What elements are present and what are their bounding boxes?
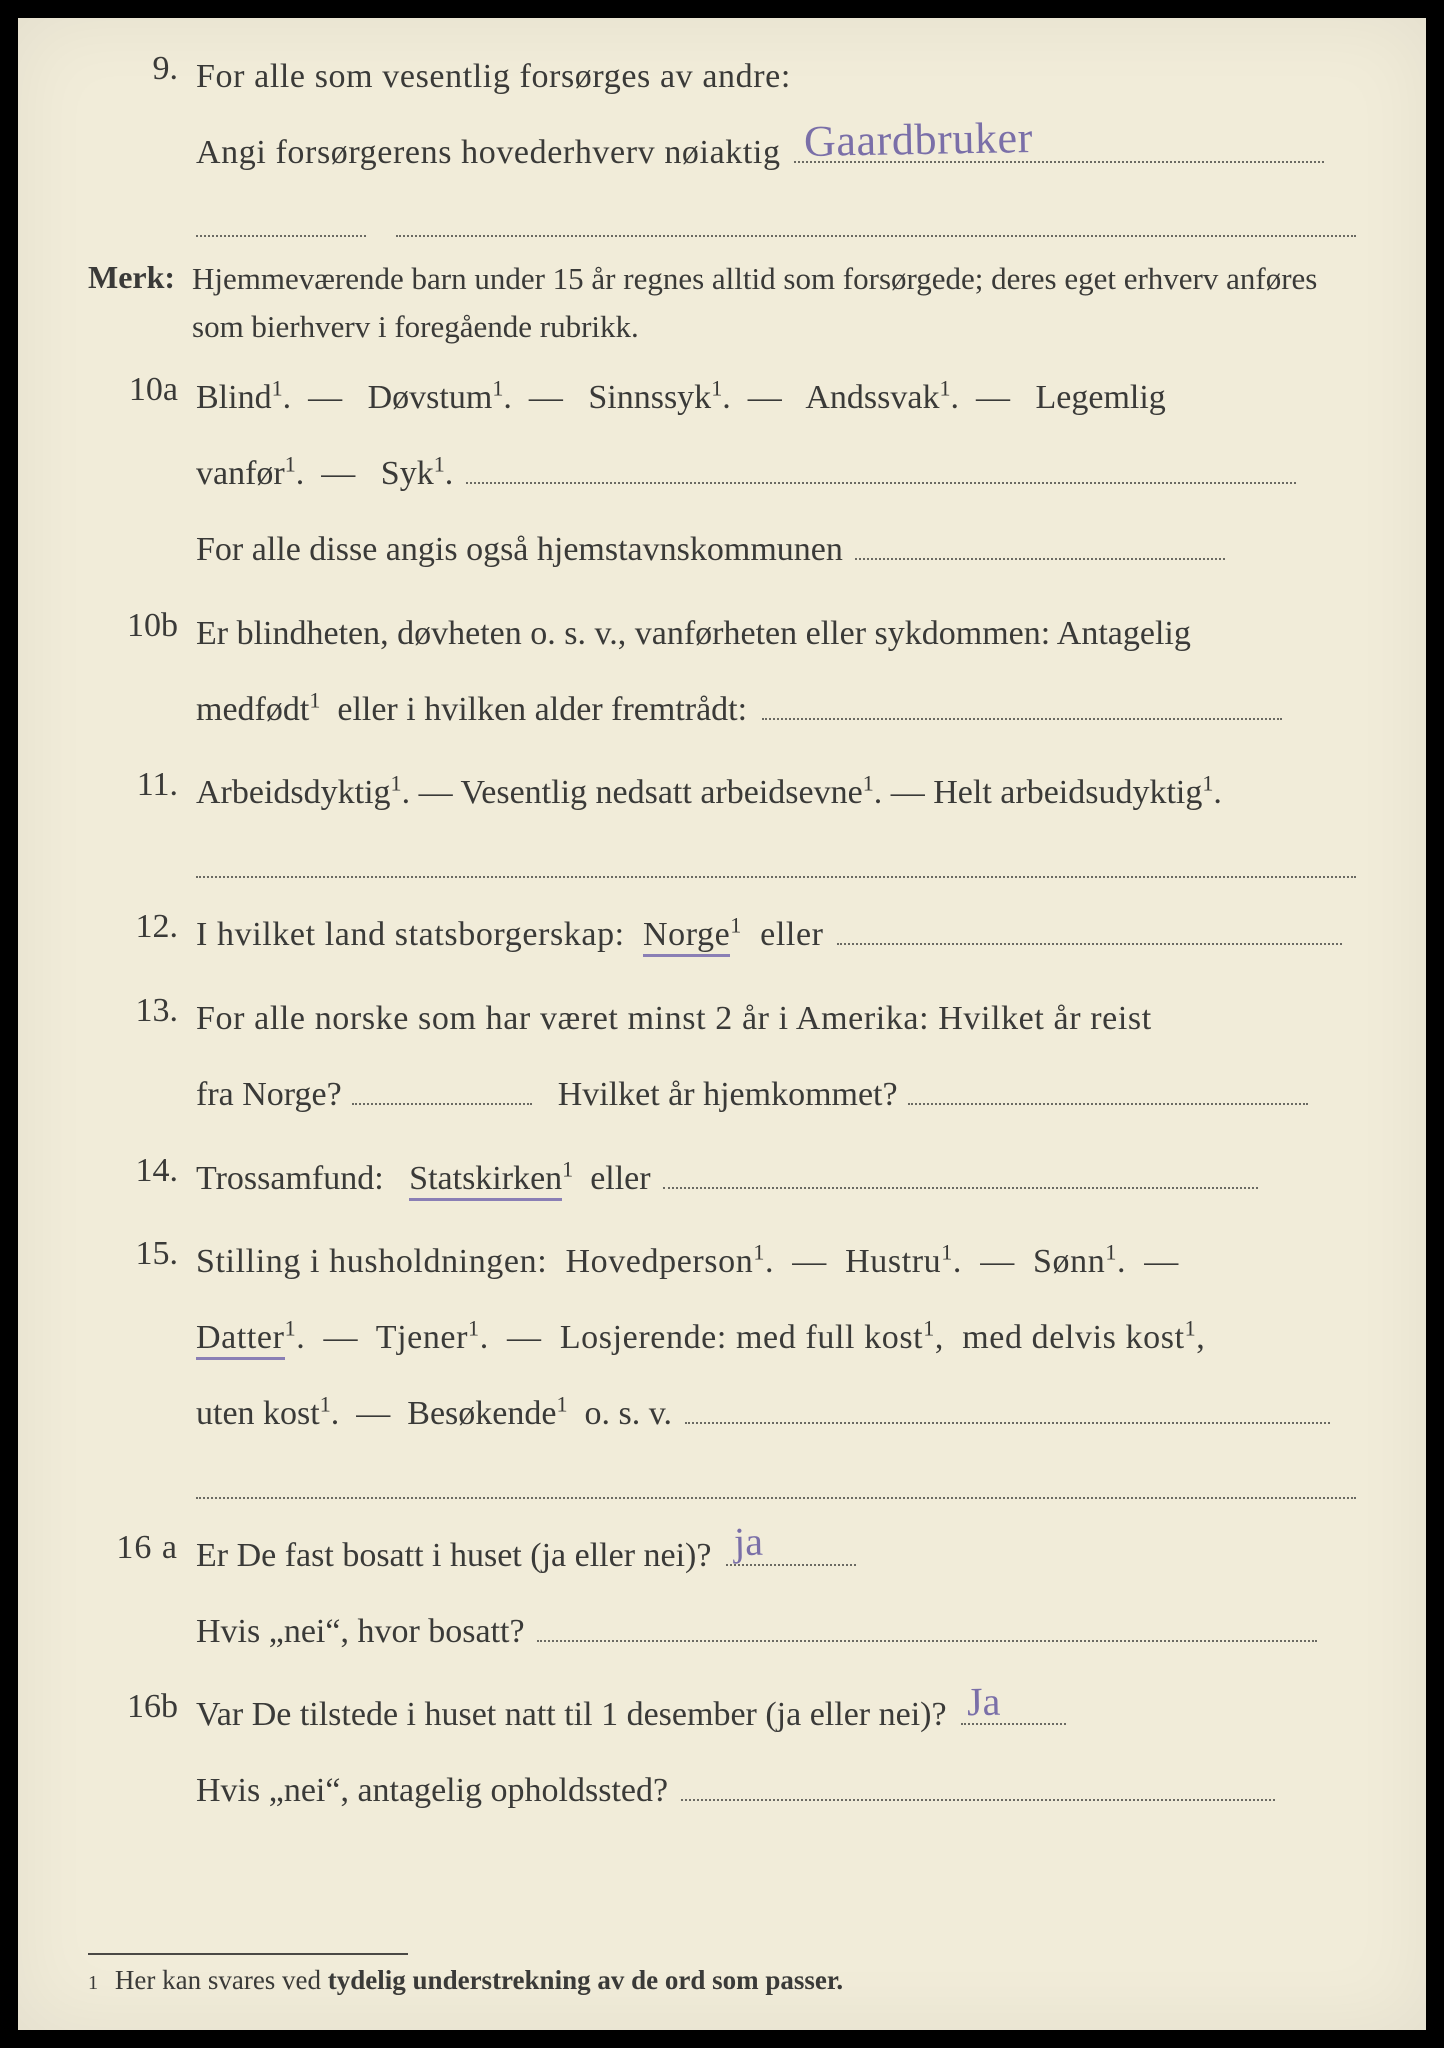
q13-blank1: [352, 1067, 532, 1105]
q15-hoved: Hovedperson: [565, 1243, 753, 1280]
q10b-line2b: eller i hvilken alder fremtrådt:: [337, 691, 747, 728]
q14-text1: Trossamfund:: [196, 1160, 384, 1197]
q15-hustru: Hustru: [845, 1243, 941, 1280]
q15-uten: uten kost: [196, 1395, 320, 1432]
q16b-blank2: [681, 1763, 1275, 1801]
q10a-blank2: [855, 522, 1225, 560]
q10a-vanfor: vanfør: [196, 455, 285, 492]
q9-blank-long: [396, 200, 1356, 238]
q14-eller: eller: [590, 1160, 650, 1197]
question-16b: 16b Var De tilstede i huset natt til 1 d…: [88, 1686, 1356, 1838]
q16a-line2: Hvis „nei“, hvor bosatt?: [196, 1613, 525, 1650]
q15-los: Losjerende: med full kost: [560, 1319, 923, 1356]
question-15: 15. Stilling i husholdningen: Hovedperso…: [88, 1233, 1356, 1518]
q15-sonn: Sønn: [1033, 1243, 1105, 1280]
q13-number: 13.: [88, 990, 196, 1030]
question-16a: 16 a Er De fast bosatt i huset (ja eller…: [88, 1527, 1356, 1679]
question-10b: 10b Er blindheten, døvheten o. s. v., va…: [88, 605, 1356, 757]
q10a-sinnssyk: Sinnssyk: [588, 379, 711, 416]
q15-datter: Datter: [196, 1319, 285, 1360]
question-9: 9. For alle som vesentlig forsørges av a…: [88, 48, 1356, 247]
q16a-blank1: ja: [726, 1528, 856, 1566]
q12-text1: I hvilket land statsborgerskap:: [196, 916, 625, 953]
q16a-hand: ja: [733, 1508, 763, 1576]
q15-delvis: med delvis kost: [962, 1319, 1184, 1356]
document-frame: 9. For alle som vesentlig forsørges av a…: [18, 18, 1426, 2030]
q9-blank: Gaardbruker: [794, 125, 1324, 163]
q15-number: 15.: [88, 1233, 196, 1273]
question-13: 13. For alle norske som har været minst …: [88, 990, 1356, 1142]
q15-stilling: Stilling i husholdningen:: [196, 1243, 547, 1280]
q14-statskirken: Statskirken: [409, 1160, 562, 1201]
q12-norge: Norge: [643, 916, 730, 957]
q13-blank2: [908, 1067, 1308, 1105]
q10a-blank1: [466, 446, 1296, 484]
q16b-line1: Var De tilstede i huset natt til 1 desem…: [196, 1696, 947, 1733]
q11-number: 11.: [88, 764, 196, 804]
q12-eller: eller: [760, 916, 823, 953]
q9-number: 9.: [88, 48, 196, 88]
q14-blank: [663, 1151, 1258, 1189]
note-merk: Merk: Hjemmeværende barn under 15 år reg…: [88, 255, 1356, 351]
q16b-line2: Hvis „nei“, antagelig opholdssted?: [196, 1772, 668, 1809]
q10a-syk: Syk: [381, 455, 434, 492]
q10b-medfodt: medfødt: [196, 691, 309, 728]
merk-label: Merk:: [88, 255, 192, 296]
q13-hjemkommet: Hvilket år hjemkommet?: [558, 1076, 898, 1113]
q16b-blank1: Ja: [961, 1688, 1066, 1726]
question-14: 14. Trossamfund: Statskirken1 eller: [88, 1150, 1356, 1226]
q16b-number: 16b: [88, 1686, 196, 1726]
q11-udyktig: Helt arbeidsudyktig: [933, 774, 1202, 811]
q11-nedsatt: Vesentlig nedsatt arbeidsevne: [460, 774, 862, 811]
q12-blank: [837, 907, 1342, 945]
q16a-blank2: [537, 1604, 1317, 1642]
q15-blank: [685, 1386, 1330, 1424]
footnote-text-a: Her kan svares ved: [115, 1965, 328, 1995]
q10a-number: 10a: [88, 369, 196, 409]
q16b-hand: Ja: [966, 1667, 1001, 1736]
footnote-rule: [88, 1953, 408, 1955]
question-12: 12. I hvilket land statsborgerskap: Norg…: [88, 906, 1356, 982]
q15-besok: Besøkende: [407, 1395, 556, 1432]
q13-franorge: fra Norge?: [196, 1076, 342, 1113]
q9-handwritten: Gaardbruker: [803, 101, 1033, 180]
q16a-line1: Er De fast bosatt i huset (ja eller nei)…: [196, 1537, 711, 1574]
q14-number: 14.: [88, 1150, 196, 1190]
q11-arbeidsdyktig: Arbeidsdyktig: [196, 774, 391, 811]
question-10a: 10a Blind1. — Døvstum1. — Sinnssyk1. — A…: [88, 369, 1356, 596]
footnote-text-b: tydelig understrekning av de ord som pas…: [328, 1965, 843, 1995]
q10b-blank: [762, 682, 1282, 720]
footnote-area: 1 Her kan svares ved tydelig understrekn…: [18, 1953, 1426, 1996]
q10a-line3: For alle disse angis også hjemstavnskomm…: [196, 531, 843, 568]
q10a-andssvak: Andssvak: [805, 379, 939, 416]
q9-line2: Angi forsørgerens hovederhverv nøiaktig: [196, 134, 781, 171]
q10a-blind: Blind: [196, 379, 272, 416]
q15-tjener: Tjener: [376, 1319, 468, 1356]
q13-line1: For alle norske som har været minst 2 år…: [196, 990, 1356, 1048]
question-11: 11. Arbeidsdyktig1. — Vesentlig nedsatt …: [88, 764, 1356, 898]
q11-blank: [196, 850, 1356, 878]
footnote-number: 1: [88, 1972, 98, 1994]
q10b-line1: Er blindheten, døvheten o. s. v., vanfør…: [196, 605, 1356, 663]
document-page: 9. For alle som vesentlig forsørges av a…: [18, 18, 1426, 1886]
footnote-text: 1 Her kan svares ved tydelig understrekn…: [18, 1965, 1426, 1996]
q12-number: 12.: [88, 906, 196, 946]
q15-blank-full: [196, 1471, 1356, 1499]
q10a-dovstum: Døvstum: [368, 379, 493, 416]
q9-line1: For alle som vesentlig forsørges av andr…: [196, 48, 1356, 106]
merk-text: Hjemmeværende barn under 15 år regnes al…: [192, 255, 1356, 351]
q15-osv: o. s. v.: [585, 1395, 673, 1432]
q16a-number: 16 a: [88, 1527, 196, 1567]
q10b-number: 10b: [88, 605, 196, 645]
q9-blank-short: [196, 200, 366, 238]
q10a-legemlig: Legemlig: [1036, 379, 1166, 416]
